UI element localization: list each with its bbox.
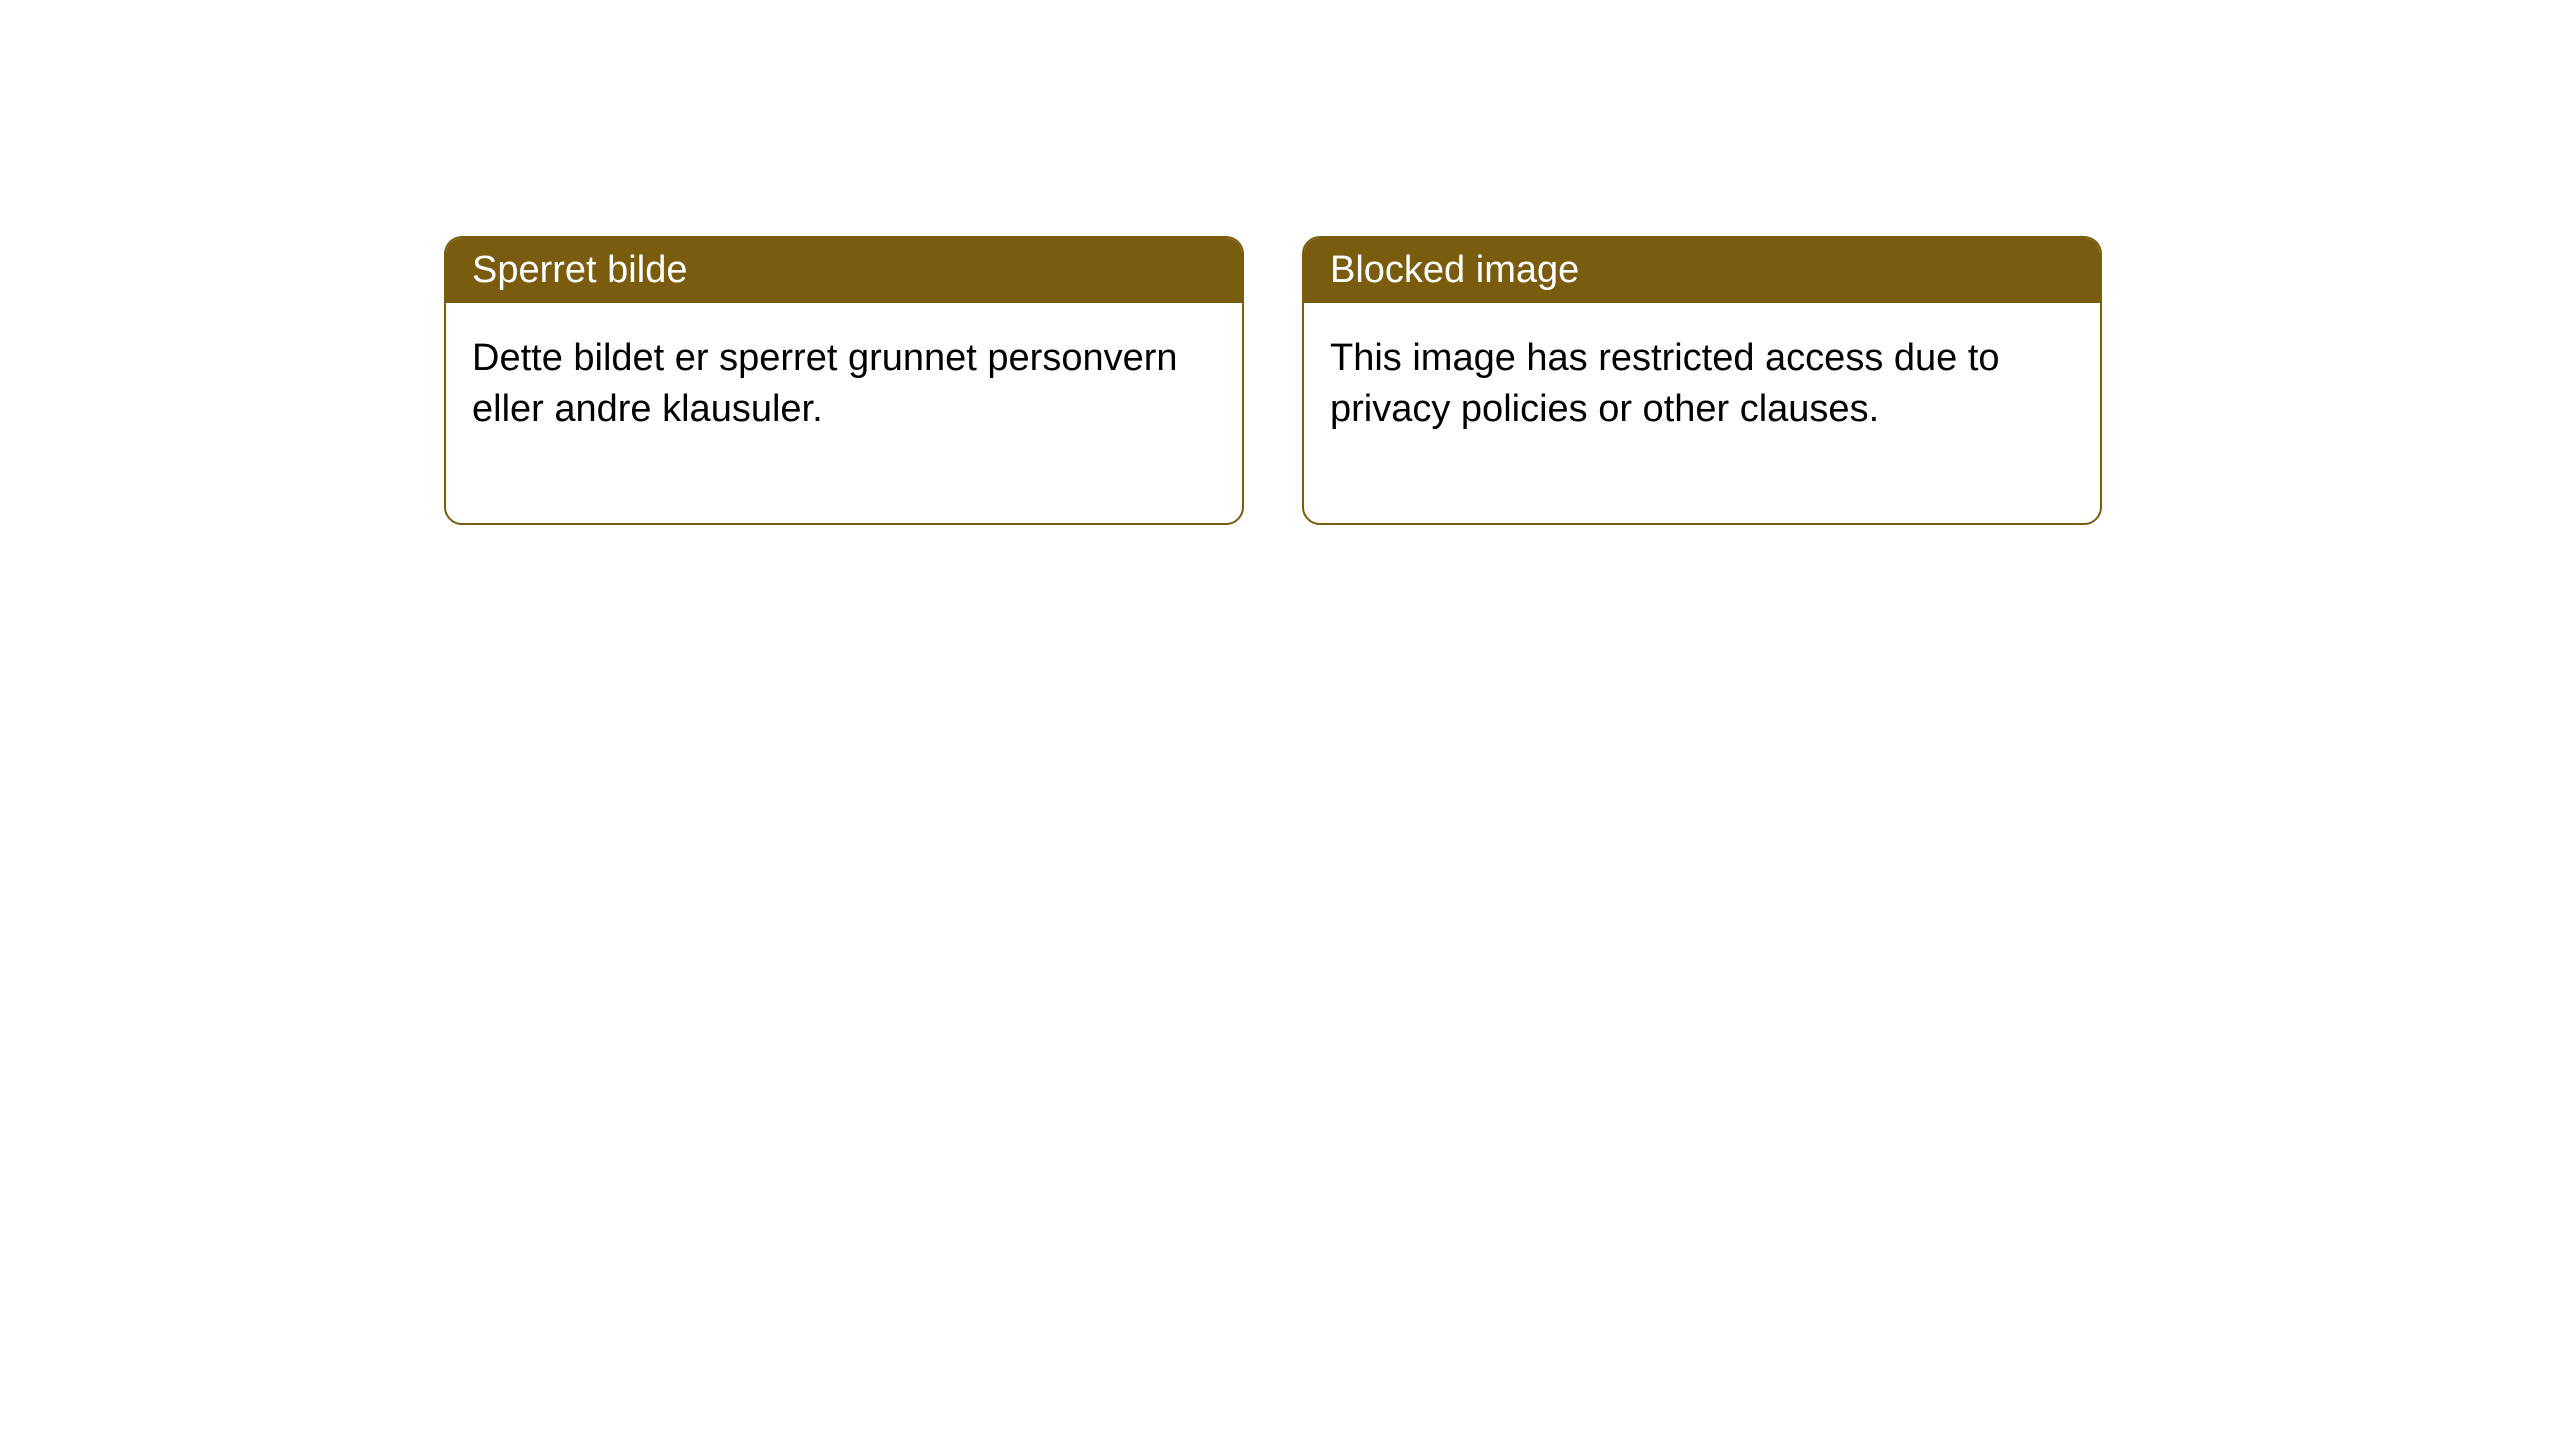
notice-body-no: Dette bildet er sperret grunnet personve… bbox=[446, 303, 1242, 523]
notice-title-no: Sperret bilde bbox=[446, 238, 1242, 303]
notice-card-no: Sperret bilde Dette bildet er sperret gr… bbox=[444, 236, 1244, 525]
notices-container: Sperret bilde Dette bildet er sperret gr… bbox=[444, 236, 2102, 525]
notice-body-en: This image has restricted access due to … bbox=[1304, 303, 2100, 523]
notice-card-en: Blocked image This image has restricted … bbox=[1302, 236, 2102, 525]
notice-title-en: Blocked image bbox=[1304, 238, 2100, 303]
